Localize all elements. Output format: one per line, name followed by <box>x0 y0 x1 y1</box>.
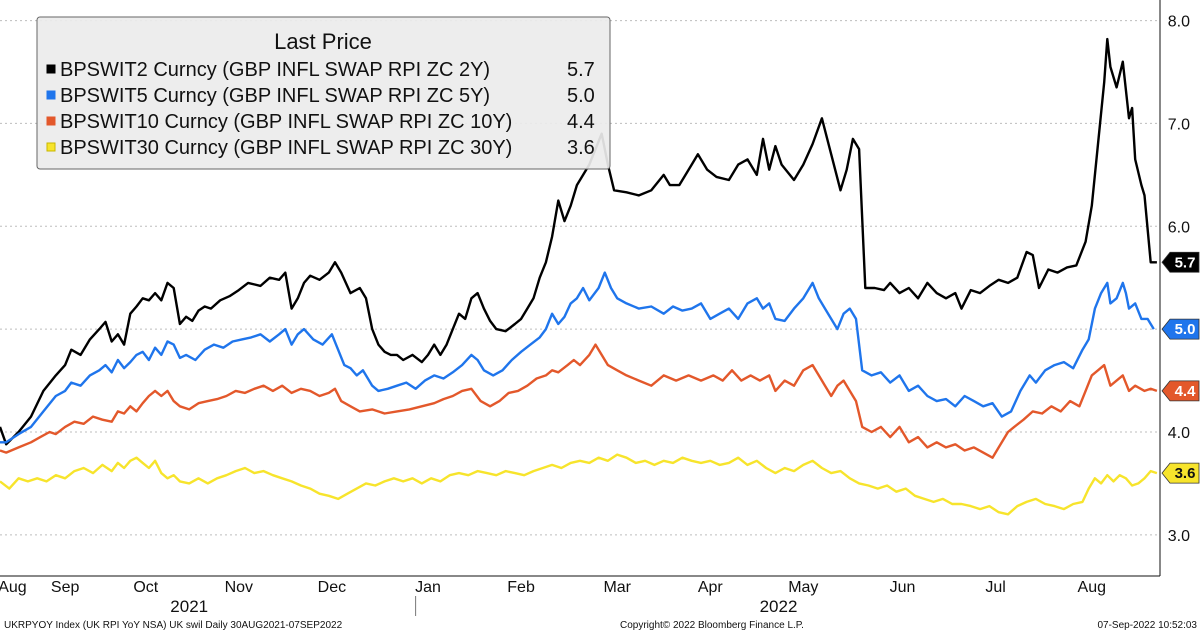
legend-entry-4: BPSWIT30 Curncy (GBP INFL SWAP RPI ZC 30… <box>46 137 595 159</box>
legend-swatch <box>46 90 56 100</box>
y-tick-label: 7.0 <box>1168 116 1190 133</box>
last-value-badges: 5.7 5.0 4.4 3.6 <box>1161 251 1200 484</box>
legend: Last Price BPSWIT2 Curncy (GBP INFL SWAP… <box>36 16 611 170</box>
footer-source: UKRPYOY Index (UK RPI YoY NSA) UK swil D… <box>4 620 343 631</box>
footer-copyright: Copyright© 2022 Bloomberg Finance L.P. <box>620 620 804 631</box>
x-axis: Aug Sep Oct Nov Dec Jan Feb Mar Apr May Jun Jul Aug 2… <box>0 0 1161 616</box>
legend-last-price: 3.6 <box>567 137 595 159</box>
x-tick-label: Jul <box>985 579 1005 596</box>
x-tick-label: Feb <box>507 579 535 596</box>
legend-swatch <box>46 142 56 152</box>
legend-label: BPSWIT30 Curncy (GBP INFL SWAP RPI ZC 30… <box>60 137 512 159</box>
legend-box <box>36 16 611 170</box>
x-tick-label: Aug <box>0 579 27 596</box>
last-value-text: 4.4 <box>1175 383 1197 400</box>
last-value-badge-1: 5.7 <box>1161 251 1200 273</box>
legend-last-price: 5.7 <box>567 59 595 81</box>
legend-swatch <box>46 116 56 126</box>
last-value-badge-4: 3.6 <box>1161 462 1200 484</box>
x-tick-label: May <box>788 579 818 596</box>
y-tick-label: 4.0 <box>1168 425 1190 442</box>
x-tick-label: Jan <box>415 579 441 596</box>
legend-title: Last Price <box>274 29 372 54</box>
x-tick-label: Aug <box>1078 579 1106 596</box>
x-tick-label: Jun <box>890 579 916 596</box>
x-tick-label: Sep <box>51 579 80 596</box>
x-tick-label: Oct <box>133 579 158 596</box>
legend-entry-2: BPSWIT5 Curncy (GBP INFL SWAP RPI ZC 5Y)… <box>46 85 595 107</box>
legend-label: BPSWIT5 Curncy (GBP INFL SWAP RPI ZC 5Y) <box>60 85 490 107</box>
series-line-4 <box>0 453 1158 516</box>
year-label: 2021 <box>170 597 208 616</box>
legend-last-price: 5.0 <box>567 85 595 107</box>
y-tick-label: 3.0 <box>1168 528 1190 545</box>
series-line-2 <box>0 271 1155 444</box>
footer-timestamp: 07-Sep-2022 10:52:03 <box>1097 620 1197 631</box>
x-tick-label: Mar <box>603 579 631 596</box>
last-value-text: 3.6 <box>1175 465 1196 482</box>
last-value-text: 5.0 <box>1175 321 1196 338</box>
y-tick-label: 6.0 <box>1168 219 1190 236</box>
x-tick-label: Dec <box>318 579 346 596</box>
legend-swatch <box>46 64 56 74</box>
y-tick-label: 8.0 <box>1168 14 1190 31</box>
last-value-badge-2: 5.0 <box>1161 318 1200 340</box>
legend-entry-3: BPSWIT10 Curncy (GBP INFL SWAP RPI ZC 10… <box>46 111 595 133</box>
legend-label: BPSWIT2 Curncy (GBP INFL SWAP RPI ZC 2Y) <box>60 59 490 81</box>
series-line-1 <box>0 37 1157 446</box>
legend-last-price: 4.4 <box>567 111 595 133</box>
series-layer <box>0 37 1158 516</box>
series-line-3 <box>0 343 1158 459</box>
legend-entry-1: BPSWIT2 Curncy (GBP INFL SWAP RPI ZC 2Y)… <box>46 59 595 81</box>
legend-label: BPSWIT10 Curncy (GBP INFL SWAP RPI ZC 10… <box>60 111 512 133</box>
year-label: 2022 <box>760 597 798 616</box>
x-tick-label: Nov <box>225 579 253 596</box>
last-value-text: 5.7 <box>1175 254 1196 271</box>
last-value-badge-3: 4.4 <box>1161 380 1200 402</box>
x-tick-label: Apr <box>698 579 724 596</box>
